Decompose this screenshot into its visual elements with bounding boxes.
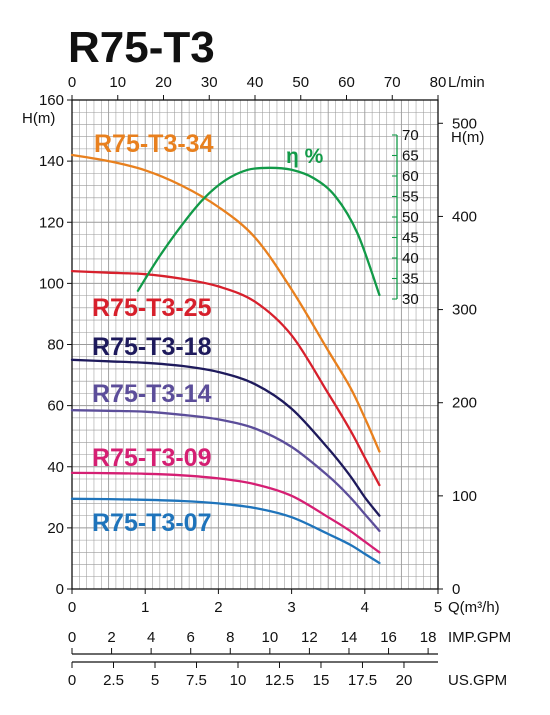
- curves: [70, 153, 381, 565]
- us-tick-label: 20: [396, 672, 413, 689]
- y-left-tick-label: 40: [47, 459, 64, 476]
- x-top-tick-label: 60: [338, 74, 355, 91]
- x-top-tick-label: 0: [68, 74, 76, 91]
- series-label-r75-t3-25: R75-T3-25: [92, 294, 212, 322]
- x-top-tick-label: 80: [430, 74, 447, 91]
- us-tick-label: 17.5: [348, 672, 377, 689]
- y-left-tick-label: 120: [39, 214, 64, 231]
- x-bottom-tick-label: 5: [434, 599, 442, 616]
- curve-r75-t3-09: [70, 471, 381, 554]
- efficiency-tick-label: 50: [402, 209, 419, 226]
- x-top-tick-label: 70: [384, 74, 401, 91]
- x-bottom-tick-label: 1: [141, 599, 149, 616]
- y-left-tick-label: 140: [39, 153, 64, 170]
- x-top-tick-label: 30: [201, 74, 218, 91]
- curve-r75-t3-18: [70, 358, 381, 517]
- x-top-tick-label: 50: [292, 74, 309, 91]
- efficiency-tick-label: 40: [402, 250, 419, 267]
- efficiency-curve: [136, 166, 381, 297]
- grid: [67, 95, 443, 594]
- y-left-tick-label: 160: [39, 92, 64, 109]
- chart-title: R75-T3: [68, 23, 215, 72]
- us-tick-label: 10: [230, 672, 247, 689]
- series-label-r75-t3-07: R75-T3-07: [92, 509, 212, 537]
- us-axis-unit: US.GPM: [448, 672, 507, 689]
- imp-tick-label: 12: [301, 629, 318, 646]
- imp-tick-label: 8: [226, 629, 234, 646]
- y-right-tick-label: 0: [452, 581, 460, 598]
- bottom-axis-unit: Q(m³/h): [448, 599, 500, 616]
- y-left-tick-label: 20: [47, 520, 64, 537]
- series-labels: R75-T3-34 R75-T3-25 R75-T3-18 R75-T3-14 R75-…: [92, 130, 324, 537]
- efficiency-tick-label: 60: [402, 168, 419, 185]
- efficiency-label: η %: [286, 145, 324, 168]
- y-right-tick-label: 400: [452, 208, 477, 225]
- y-left-tick-label: 0: [56, 581, 64, 598]
- x-bottom-tick-label: 3: [287, 599, 295, 616]
- curve-r75-t3-14: [70, 409, 381, 533]
- us-tick-label: 2.5: [103, 672, 124, 689]
- imp-tick-label: 16: [380, 629, 397, 646]
- imp-axis-unit: IMP.GPM: [448, 629, 511, 646]
- x-top-tick-label: 10: [109, 74, 126, 91]
- x-bottom-tick-label: 4: [361, 599, 369, 616]
- imp-tick-label: 18: [420, 629, 437, 646]
- us-tick-label: 12.5: [265, 672, 294, 689]
- curve-r75-t3-34: [70, 153, 381, 453]
- imp-tick-label: 2: [107, 629, 115, 646]
- series-label-r75-t3-14: R75-T3-14: [92, 380, 212, 408]
- x-top-tick-label: 40: [247, 74, 264, 91]
- efficiency-tick-label: 70: [402, 127, 419, 144]
- y-left-tick-label: 80: [47, 337, 64, 354]
- us-tick-label: 7.5: [186, 672, 207, 689]
- right-axis-unit: H(m): [451, 129, 484, 146]
- y-right-tick-label: 200: [452, 395, 477, 412]
- y-left-tick-label: 60: [47, 398, 64, 415]
- series-label-r75-t3-18: R75-T3-18: [92, 333, 212, 361]
- tick-labels: 0 10 20 30 40 50 60 70 8002040608010012014016001…: [39, 74, 477, 689]
- efficiency-tick-label: 45: [402, 230, 419, 247]
- imp-tick-label: 4: [147, 629, 155, 646]
- y-right-tick-label: 500: [452, 115, 477, 132]
- imp-tick-label: 10: [261, 629, 278, 646]
- series-label-r75-t3-09: R75-T3-09: [92, 444, 212, 472]
- imp-tick-label: 0: [68, 629, 76, 646]
- efficiency-tick-label: 30: [402, 291, 419, 308]
- x-top-tick-label: 20: [155, 74, 172, 91]
- imp-tick-label: 6: [187, 629, 195, 646]
- top-axis-unit: L/min: [448, 74, 485, 91]
- efficiency-tick-label: 65: [402, 148, 419, 165]
- y-right-tick-label: 100: [452, 488, 477, 505]
- y-right-tick-label: 300: [452, 302, 477, 319]
- efficiency-tick-label: 55: [402, 189, 419, 206]
- us-tick-label: 5: [151, 672, 159, 689]
- x-bottom-tick-label: 2: [214, 599, 222, 616]
- us-tick-label: 0: [68, 672, 76, 689]
- curve-r75-t3-07: [70, 497, 381, 565]
- left-axis-unit: H(m): [22, 110, 55, 127]
- series-label-r75-t3-34: R75-T3-34: [94, 130, 214, 158]
- curve-r75-t3-25: [70, 269, 381, 487]
- y-left-tick-label: 100: [39, 275, 64, 292]
- efficiency-tick-label: 35: [402, 271, 419, 288]
- x-bottom-tick-label: 0: [68, 599, 76, 616]
- imp-tick-label: 14: [341, 629, 358, 646]
- us-tick-label: 15: [313, 672, 330, 689]
